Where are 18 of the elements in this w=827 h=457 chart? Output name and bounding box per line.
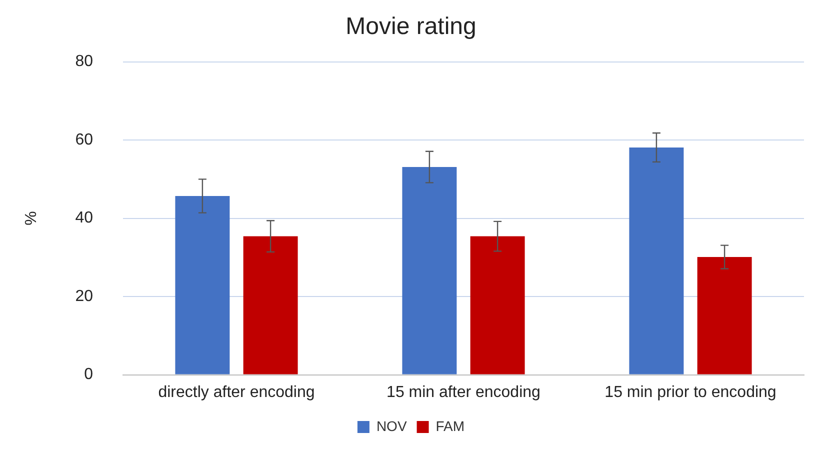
bar — [243, 236, 298, 374]
legend-label: FAM — [436, 418, 465, 434]
y-tick-label: 40 — [75, 210, 94, 227]
y-axis-title: % — [23, 211, 40, 226]
y-tick-label: 60 — [75, 131, 94, 148]
bar — [175, 196, 230, 374]
bar — [629, 147, 684, 374]
y-tick-label: 20 — [75, 288, 94, 305]
bar — [402, 167, 457, 374]
bar — [697, 257, 752, 374]
y-tick-label: 80 — [75, 53, 94, 70]
x-tick-label: 15 min after encoding — [386, 384, 540, 401]
x-tick-label: 15 min prior to encoding — [604, 384, 776, 401]
x-tick-label: directly after encoding — [158, 384, 315, 401]
y-tick-label: 0 — [84, 366, 94, 384]
chart-title: Movie rating — [346, 13, 476, 40]
bar — [470, 236, 525, 374]
legend-label: NOV — [376, 418, 408, 434]
